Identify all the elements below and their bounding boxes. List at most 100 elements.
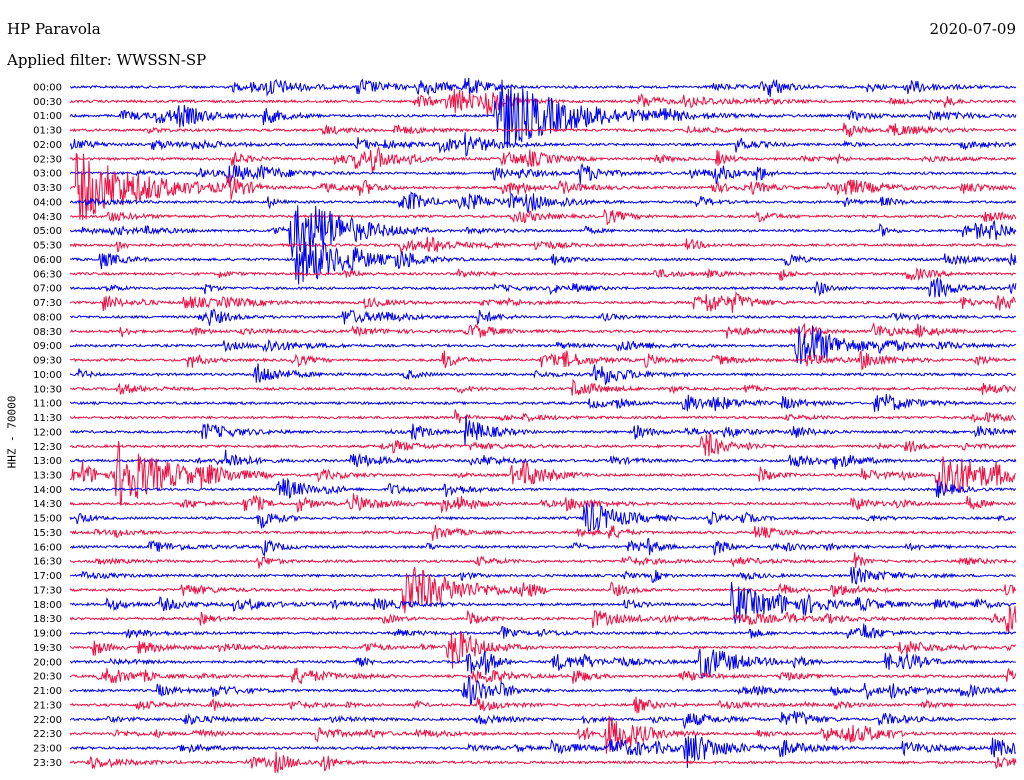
trace-row [69,667,1017,684]
trace-row [70,648,1017,679]
row-time-label: 22:30 [33,729,62,740]
trace-row [69,236,1017,254]
trace-row [69,88,1017,118]
row-time-label: 07:30 [33,298,62,309]
trace-row [69,145,1017,174]
trace-row [69,363,1017,386]
row-time-label: 06:00 [33,255,62,266]
row-time-label: 05:00 [33,226,62,237]
row-time-label: 18:30 [33,614,62,625]
row-time-label: 23:00 [33,744,62,755]
row-time-label: 02:30 [33,154,62,165]
trace-row [69,409,1017,424]
row-time-label: 04:00 [33,197,62,208]
trace-row [69,631,1017,669]
trace-row [69,623,1017,639]
trace-row [70,537,1017,557]
trace-row [69,676,1017,706]
trace-row [69,605,1017,635]
row-time-label: 00:30 [33,97,62,108]
row-time-label: 05:30 [33,241,62,252]
row-time-label: 08:00 [33,312,62,323]
row-time-label: 17:30 [33,585,62,596]
trace-row [69,77,1017,98]
row-time-label: 03:00 [33,169,62,180]
trace-row [69,566,1017,585]
trace-row [69,122,1017,138]
row-time-label: 21:00 [33,686,62,697]
row-time-label: 11:30 [33,413,62,424]
trace-row [69,441,1016,506]
row-time-label: 18:00 [33,600,62,611]
row-time-label: 20:30 [33,672,62,683]
row-time-label: 02:00 [33,140,62,151]
trace-row [69,162,1017,185]
trace-row [69,393,1017,412]
trace-row [69,308,1017,326]
row-time-label: 09:30 [33,356,62,367]
row-time-label: 16:30 [33,557,62,568]
row-time-label: 14:00 [33,485,62,496]
trace-row [69,477,1017,499]
trace-row [69,191,1017,214]
trace-row [69,237,1017,285]
trace-row [69,710,1017,730]
row-time-label: 13:00 [33,456,62,467]
row-time-label: 16:00 [33,542,62,553]
row-time-label: 09:00 [33,341,62,352]
row-time-label: 21:30 [33,700,62,711]
trace-row [69,321,1016,339]
trace-row [69,552,1017,569]
trace-row [69,735,1017,768]
trace-row [69,205,1017,258]
row-time-label: 03:30 [33,183,62,194]
row-time-label: 20:00 [33,657,62,668]
row-time-label: 10:30 [33,384,62,395]
row-time-label: 15:30 [33,528,62,539]
trace-row [69,290,1017,313]
trace-row [69,325,1017,365]
trace-row [69,209,1017,225]
row-time-label: 12:30 [33,442,62,453]
row-time-label: 12:00 [33,427,62,438]
trace-row [70,153,1017,220]
row-time-label: 19:00 [33,629,62,640]
row-time-label: 01:00 [33,111,62,122]
row-time-label: 23:30 [33,758,62,769]
trace-row [69,751,1017,774]
trace-row [69,415,1017,446]
trace-row [69,567,1017,614]
trace-row [69,524,1017,541]
row-time-label: 08:30 [33,327,62,338]
row-time-label: 00:00 [33,83,62,94]
trace-row [70,582,1017,624]
filter-label: Applied filter: WWSSN-SP [7,51,207,69]
trace-row [69,267,1017,282]
row-time-label: 04:30 [33,212,62,223]
row-time-label: 17:00 [33,571,62,582]
trace-row [69,276,1017,298]
trace-row [69,79,1017,149]
trace-row [69,715,1017,754]
trace-row [69,378,1017,396]
trace-row [69,432,1017,457]
row-time-label: 11:00 [33,399,62,410]
row-time-label: 13:30 [33,470,62,481]
trace-row [69,349,1017,371]
row-time-label: 10:00 [33,370,62,381]
trace-row [69,493,1017,514]
row-time-label: 07:00 [33,284,62,295]
trace-row [69,449,1017,470]
trace-row [69,132,1017,157]
date-label: 2020-07-09 [929,20,1016,38]
row-time-label: 06:30 [33,269,62,280]
row-time-label: 14:30 [33,499,62,510]
row-time-label: 19:30 [33,643,62,654]
row-time-label: 22:00 [33,715,62,726]
station-name: HP Paravola [7,20,101,38]
trace-row [69,696,1017,714]
row-time-label: 15:00 [33,514,62,525]
trace-row [69,502,1017,533]
row-time-label: 01:30 [33,126,62,137]
